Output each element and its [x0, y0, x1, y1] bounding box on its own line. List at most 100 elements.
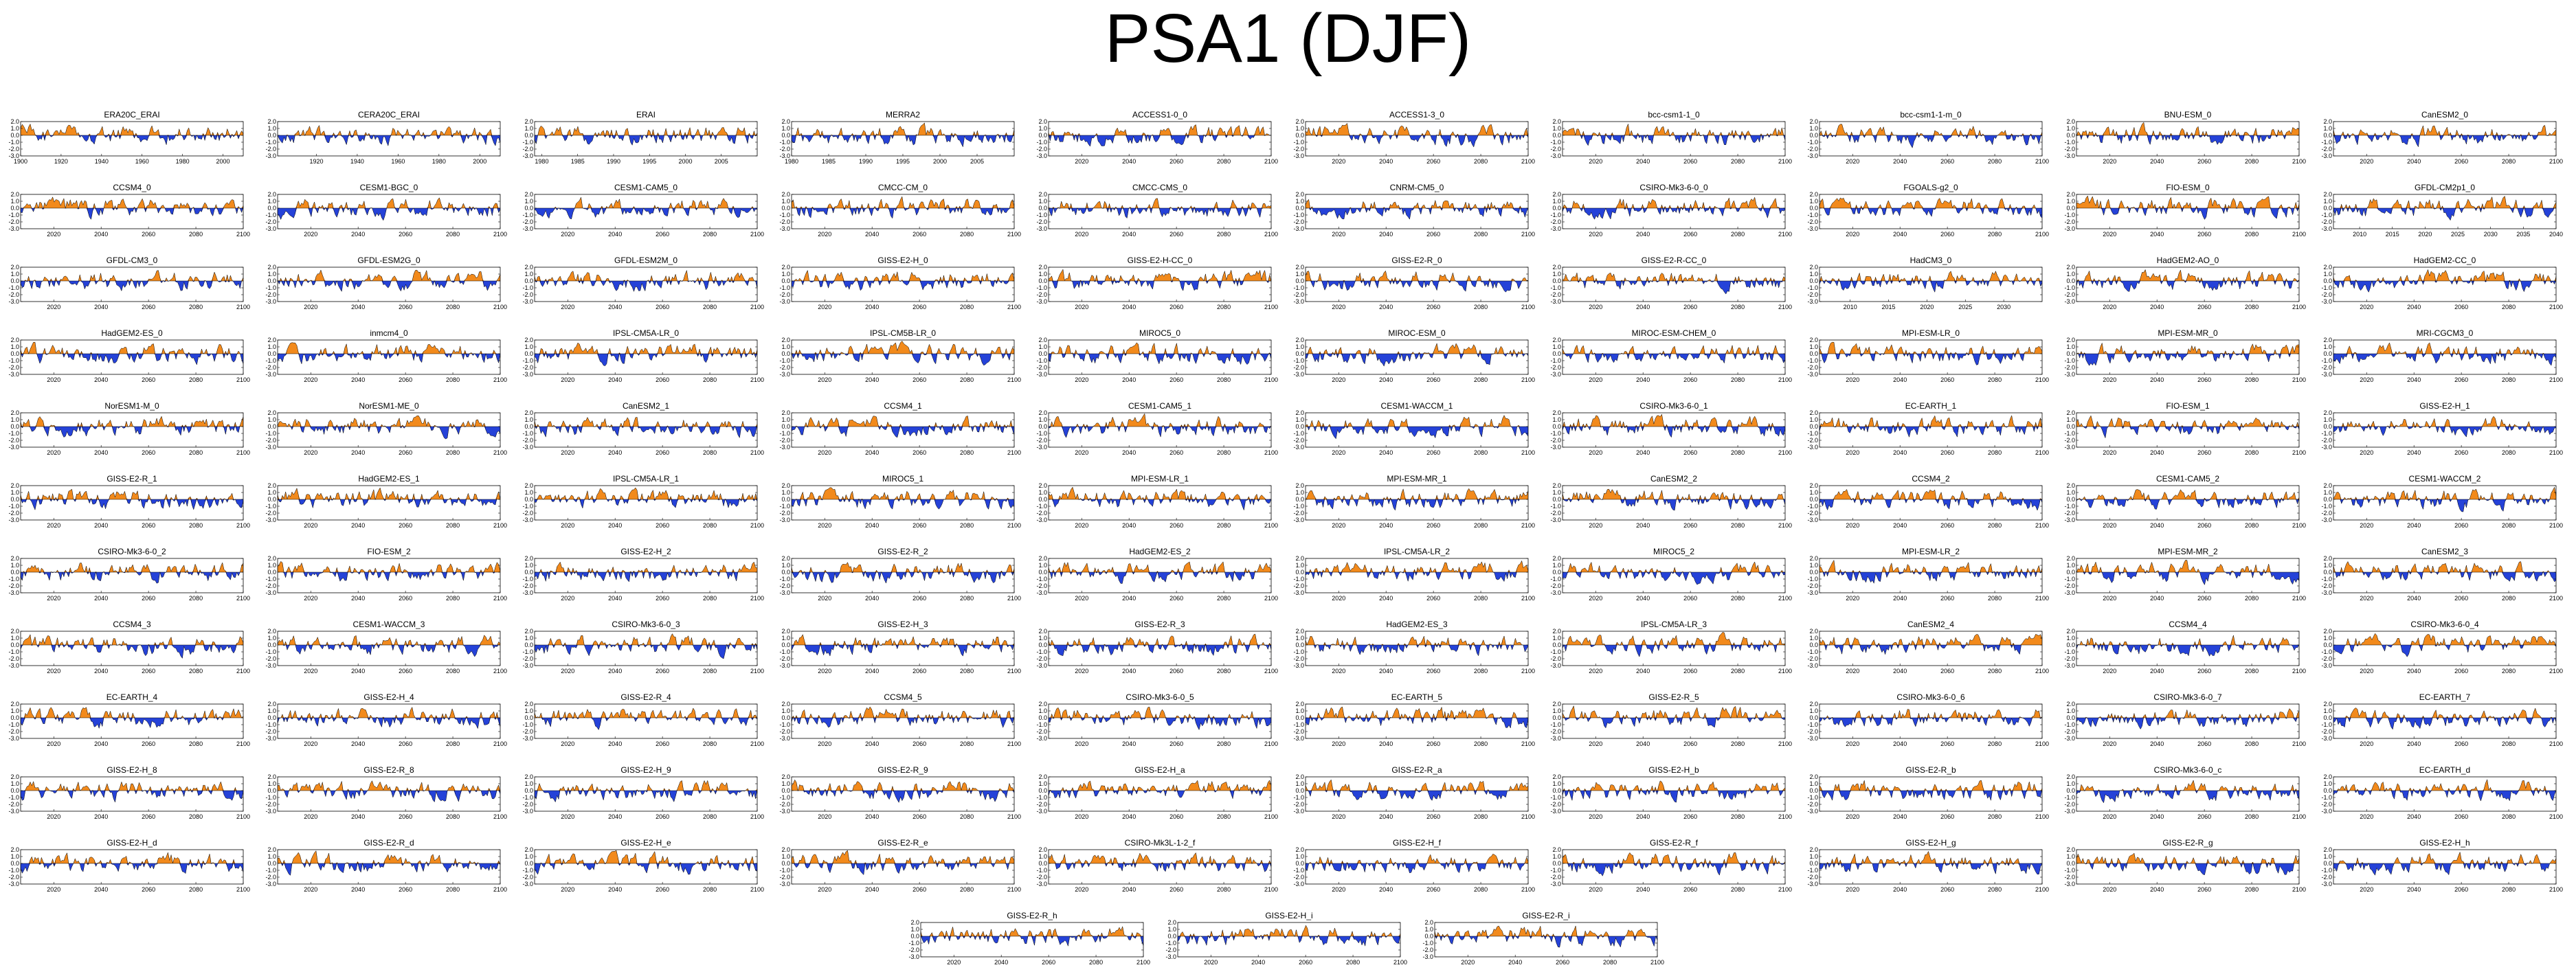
- y-tick-label: 1.0: [781, 853, 790, 860]
- y-tick-label: -3.0: [2064, 735, 2075, 742]
- x-tick-label: 2060: [1426, 522, 1440, 529]
- x-tick-label: 2040: [1636, 304, 1650, 310]
- y-tick-label: -2.0: [779, 582, 790, 589]
- y-tick-label: -2.0: [779, 218, 790, 225]
- x-tick-label: 2040: [94, 231, 108, 238]
- x-tick-label: 2100: [2292, 449, 2306, 456]
- x-tick-label: 1985: [571, 158, 585, 165]
- y-tick-label: 2.0: [10, 118, 19, 125]
- y-tick-label: 1.0: [267, 198, 276, 205]
- y-tick-label: 0.0: [1295, 205, 1304, 212]
- y-tick-label: 1.0: [781, 343, 790, 350]
- y-tick-label: 2.0: [1809, 191, 1818, 198]
- positive-area: [2076, 780, 2299, 791]
- y-tick-label: 2.0: [1424, 919, 1433, 926]
- y-tick-label: -1.0: [1293, 503, 1304, 510]
- y-tick-label: -3.0: [1807, 517, 1818, 523]
- y-tick-label: -3.0: [1807, 298, 1818, 305]
- negative-area: [1563, 354, 1785, 363]
- x-tick-label: 2040: [608, 231, 622, 238]
- y-tick-label: -1.0: [779, 357, 790, 364]
- negative-area: [535, 208, 757, 219]
- x-tick-label: 2020: [1332, 813, 1345, 820]
- y-tick-label: -2.0: [2064, 291, 2075, 298]
- y-tick-label: -1.0: [1036, 794, 1047, 801]
- x-tick-label: 2060: [1683, 376, 1697, 383]
- y-tick-label: -3.0: [522, 225, 533, 232]
- y-tick-label: 1.0: [10, 489, 19, 496]
- plot-frame: [2076, 558, 2300, 593]
- negative-area: [1563, 863, 1785, 876]
- y-tick-label: -2.0: [1550, 801, 1561, 808]
- x-tick-label: 2040: [608, 740, 622, 747]
- x-tick-label: 2100: [1264, 304, 1278, 310]
- positive-area: [21, 270, 243, 281]
- x-tick-label: 2040: [1508, 959, 1522, 966]
- y-tick-label: -3.0: [2064, 371, 2075, 378]
- y-tick-label: -1.0: [779, 503, 790, 510]
- x-tick-label: 2100: [493, 449, 507, 456]
- y-tick-label: -3.0: [1550, 225, 1561, 232]
- x-tick-label: 2060: [1683, 158, 1697, 165]
- x-tick-label: 2040: [1636, 740, 1650, 747]
- y-tick-label: 0.0: [267, 205, 276, 212]
- x-tick-label: 2060: [912, 668, 926, 675]
- panel-title: GISS-E2-H_2: [620, 547, 671, 556]
- panel-title: GFDL-CM3_0: [107, 256, 158, 265]
- y-tick-label: 2.0: [2066, 555, 2075, 562]
- y-tick-label: 1.0: [2323, 125, 2332, 132]
- x-tick-label: 2060: [1169, 886, 1183, 893]
- y-tick-label: 1.0: [267, 271, 276, 278]
- x-tick-label: 1990: [607, 158, 620, 165]
- plot-frame: [791, 194, 1015, 229]
- plot-frame: [1562, 703, 1786, 739]
- negative-area: [1049, 208, 1271, 218]
- y-tick-label: -3.0: [1036, 152, 1047, 159]
- panel-title: inmcm4_0: [370, 328, 408, 338]
- panel-title: ACCESS1-3_0: [1389, 110, 1444, 120]
- y-tick-label: -2.0: [522, 655, 533, 662]
- x-tick-label: 2060: [399, 449, 412, 456]
- y-tick-label: 1.0: [267, 343, 276, 350]
- panel-title: MIROC-ESM_0: [1388, 328, 1446, 338]
- positive-area: [278, 125, 500, 135]
- x-tick-label: 2100: [1007, 449, 1021, 456]
- y-tick-label: 0.0: [1809, 787, 1818, 794]
- x-tick-label: 2100: [1778, 668, 1792, 675]
- y-tick-label: -3.0: [265, 225, 276, 232]
- y-tick-label: -3.0: [522, 517, 533, 523]
- negative-area: [278, 863, 500, 876]
- panel-title: CCSM4_0: [113, 183, 151, 192]
- panel-title: HadGEM2-ES_0: [101, 328, 163, 338]
- panel-title: GISS-E2-R_a: [1391, 765, 1442, 775]
- y-tick-label: -2.0: [8, 728, 19, 735]
- y-tick-label: -1.0: [1807, 721, 1818, 728]
- y-tick-label: 2.0: [1809, 555, 1818, 562]
- y-tick-label: -3.0: [779, 735, 790, 742]
- x-tick-label: 2040: [2150, 740, 2164, 747]
- x-tick-label: 2020: [1332, 449, 1345, 456]
- y-tick-label: 2.0: [1295, 337, 1304, 343]
- x-tick-label: 2040: [351, 522, 365, 529]
- series-line: [1048, 198, 1272, 219]
- series-line: [1048, 561, 1272, 584]
- y-tick-label: 0.0: [524, 569, 533, 576]
- x-tick-label: 2080: [2502, 886, 2516, 893]
- y-tick-label: 2.0: [781, 337, 790, 343]
- panel-title: CCSM4_1: [884, 401, 922, 411]
- x-tick-label: 2100: [1264, 813, 1278, 820]
- y-tick-label: -1.0: [2321, 721, 2332, 728]
- panel-title: GISS-E2-H_d: [107, 838, 157, 848]
- plot-frame: [1177, 922, 1401, 958]
- x-tick-label: 2100: [493, 668, 507, 675]
- x-tick-label: 2100: [1007, 668, 1021, 675]
- series-line: [2076, 852, 2300, 876]
- x-tick-label: 2060: [1426, 376, 1440, 383]
- x-tick-label: 2100: [1778, 886, 1792, 893]
- x-tick-label: 2060: [1940, 668, 1954, 675]
- y-tick-label: 1.0: [1552, 853, 1561, 860]
